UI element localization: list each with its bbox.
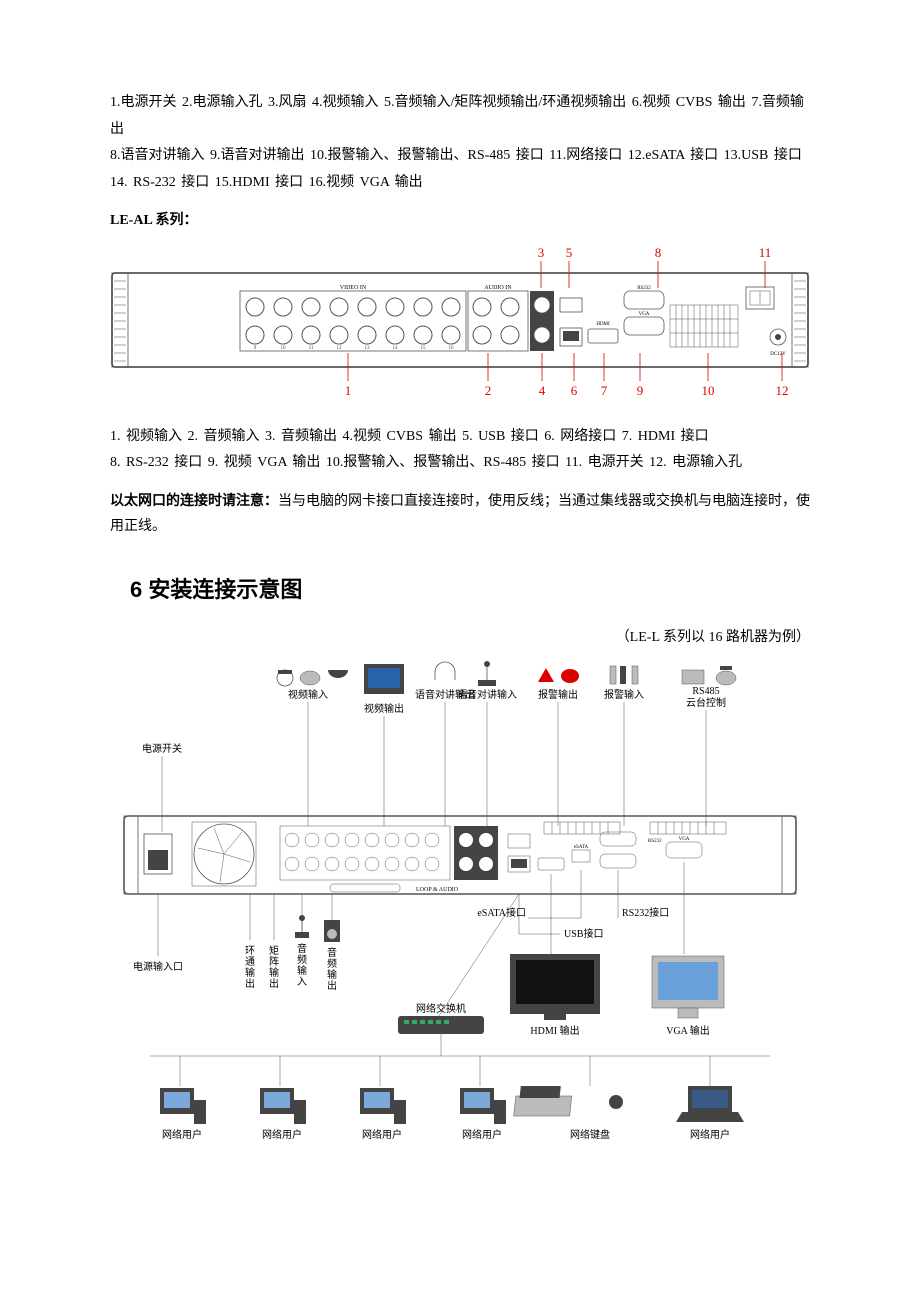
lbl-net-user-6: 网络用户 [690, 1128, 730, 1141]
callout-top-11: 11 [759, 245, 772, 260]
svg-text:VGA: VGA [679, 837, 690, 842]
lbl-net-user-3: 网络用户 [362, 1128, 402, 1141]
callout-top-5: 5 [566, 245, 573, 260]
lbl-rs485: RS485 [692, 686, 719, 697]
ethernet-note: 以太网口的连接时请注意：当与电脑的网卡接口直接连接时，使用反线；当通过集线器或交… [110, 489, 810, 539]
section-6-heading: 6 安装连接示意图 [130, 569, 810, 611]
svg-text:10: 10 [281, 346, 287, 351]
ethernet-note-bold: 以太网口的连接时请注意： [110, 494, 278, 509]
lbl-video-out: 视频输出 [364, 702, 404, 715]
lbl-hdmi-out: HDMI 输出 [530, 1024, 579, 1037]
svg-text:9: 9 [254, 346, 257, 351]
label-dc12v: DC12V [770, 352, 786, 357]
label-audio-in: AUDIO IN [484, 285, 512, 291]
top-legend-line-2: 8.语音对讲输入 9.语音对讲输出 10.报警输入、报警输出、RS-485 接口… [110, 143, 810, 170]
callout-bot-7: 7 [601, 383, 608, 398]
lbl-esata: eSATA接口 [477, 906, 526, 919]
lbl-audio-talk-in: 语音对讲输入 [457, 688, 517, 701]
svg-text:RS232: RS232 [648, 839, 662, 844]
lbl-net-switch: 网络交换机 [416, 1002, 466, 1015]
lbl-audio-out2: 音频输出 [327, 946, 337, 992]
lbl-power-in: 电源输入口 [133, 960, 183, 973]
lbl-loop-audio: LOOP & AUDIO [416, 887, 459, 893]
svg-text:12: 12 [337, 346, 343, 351]
lbl-alarm-in: 报警输入 [604, 688, 644, 701]
svg-text:14: 14 [393, 346, 399, 351]
lbl-net-user-2: 网络用户 [262, 1128, 302, 1141]
callout-top-3: 3 [538, 245, 545, 260]
label-rs232: RS232 [637, 286, 651, 291]
net-users: 网络用户 网络用户 网络用户 网络用户 网络键盘 网络用户 [160, 1056, 744, 1141]
lbl-matrix-out: 矩阵输出 [269, 944, 279, 990]
lbl-audio-in2: 音频输入 [297, 942, 307, 988]
callout-bot-4: 4 [539, 383, 546, 398]
svg-text:15: 15 [421, 346, 427, 351]
label-vga: VGA [639, 312, 650, 317]
panel-legend-block: 1. 视频输入 2. 音频输入 3. 音频输出 4.视频 CVBS 输出 5. … [110, 424, 810, 477]
connection-diagram: 视频输入 视频输出 语音对讲输出 语音对讲输入 报警输出 报警输入 RS485 … [110, 656, 810, 1187]
callout-bot-6: 6 [571, 383, 578, 398]
label-video-in: VIDEO IN [340, 285, 367, 291]
callout-bot-10: 10 [702, 383, 715, 398]
series-title: LE-AL 系列： [110, 208, 810, 235]
callout-bot-12: 12 [776, 383, 789, 398]
svg-text:eSATA: eSATA [574, 845, 589, 850]
lbl-net-user-4: 网络用户 [462, 1128, 502, 1141]
panel-legend-2: 8. RS-232 接口 9. 视频 VGA 输出 10.报警输入、报警输出、R… [110, 450, 810, 477]
callout-bot-1: 1 [345, 383, 352, 398]
top-peripherals: 视频输入 视频输出 语音对讲输出 语音对讲输入 报警输出 报警输入 RS485 … [277, 661, 736, 715]
lbl-ptz: 云台控制 [686, 696, 726, 709]
top-legend-block: 1.电源开关 2.电源输入孔 3.风扇 4.视频输入 5.音频输入/矩阵视频输出… [110, 90, 810, 196]
lbl-power-switch: 电源开关 [142, 742, 182, 755]
lbl-loop-out: 环通输出 [245, 946, 255, 990]
callout-bot-9: 9 [637, 383, 644, 398]
callout-bot-2: 2 [485, 383, 492, 398]
svg-text:11: 11 [309, 346, 314, 351]
lbl-alarm-out: 报警输出 [538, 688, 578, 701]
top-legend-line-1: 1.电源开关 2.电源输入孔 3.风扇 4.视频输入 5.音频输入/矩阵视频输出… [110, 90, 810, 143]
lbl-net-kbd: 网络键盘 [570, 1128, 610, 1141]
lbl-video-in: 视频输入 [288, 688, 328, 701]
callout-top-8: 8 [655, 245, 662, 260]
lbl-rs232: RS232接口 [622, 906, 669, 919]
top-legend-line-3: 14. RS-232 接口 15.HDMI 接口 16.视频 VGA 输出 [110, 170, 810, 197]
label-hdmi: HDMI [596, 322, 610, 327]
lbl-vga-out: VGA 输出 [666, 1024, 710, 1037]
chassis: VIDEO IN 9 10 11 12 13 14 15 16 AUDIO IN HDMI [112, 273, 808, 367]
lbl-net-user-1: 网络用户 [162, 1128, 202, 1141]
panel-legend-1: 1. 视频输入 2. 音频输入 3. 音频输出 4.视频 CVBS 输出 5. … [110, 424, 810, 451]
section-6-example: （LE-L 系列以 16 路机器为例） [110, 625, 810, 652]
svg-text:13: 13 [365, 346, 371, 351]
lbl-usb: USB接口 [564, 927, 603, 940]
svg-text:16: 16 [449, 346, 455, 351]
rear-panel-diagram: 3 5 8 11 VIDEO IN 910111213141516 [110, 243, 810, 414]
